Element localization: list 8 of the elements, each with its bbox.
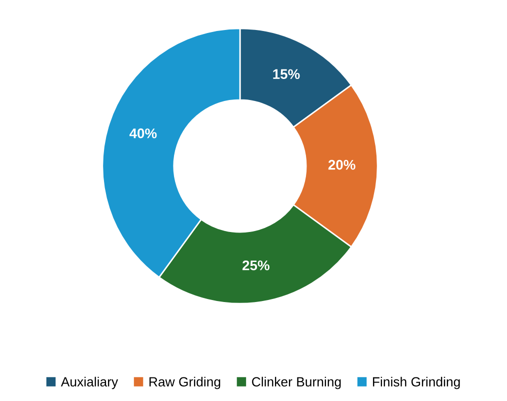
data-label: 40% bbox=[129, 128, 157, 138]
legend-label: Raw Griding bbox=[150, 376, 220, 390]
data-label: 20% bbox=[328, 160, 356, 170]
legend-label: Clinker Burning bbox=[252, 376, 341, 390]
data-label: 25% bbox=[242, 260, 270, 270]
legend-label: Finish Grinding bbox=[372, 376, 460, 390]
legend-label: Auxialiary bbox=[60, 376, 118, 390]
data-label: 15% bbox=[273, 69, 300, 79]
